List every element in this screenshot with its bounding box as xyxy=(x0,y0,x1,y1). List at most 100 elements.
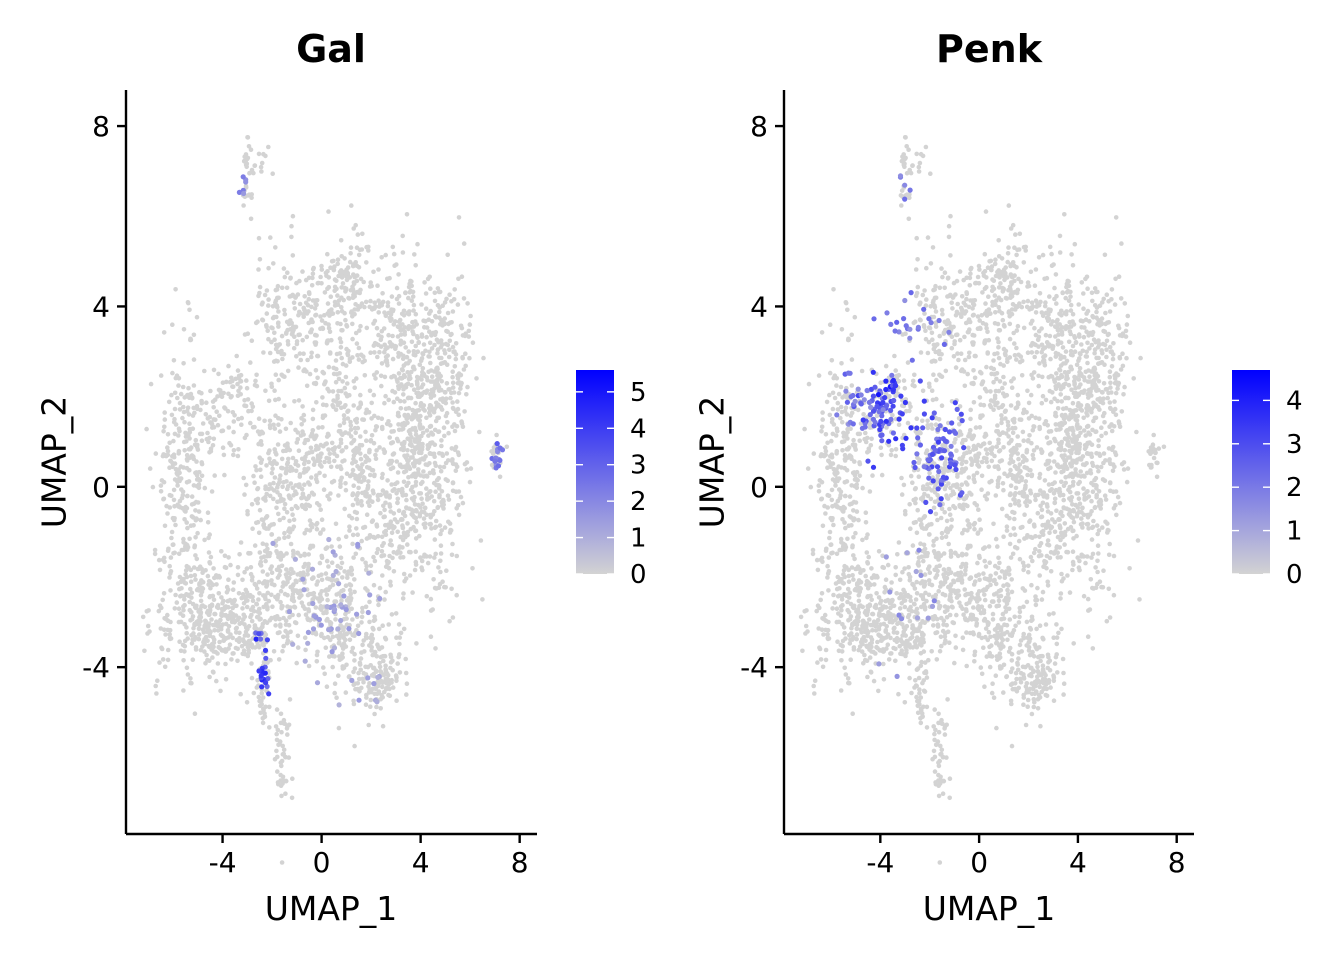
cell-point xyxy=(942,319,948,325)
cell-point xyxy=(832,600,837,605)
cell-point xyxy=(400,356,406,362)
cell-point xyxy=(267,493,273,499)
cell-point xyxy=(192,410,197,416)
cell-point xyxy=(865,594,871,599)
cell-point xyxy=(285,634,290,639)
cell-point xyxy=(406,295,411,301)
cell-point xyxy=(867,617,872,622)
cell-point xyxy=(411,308,416,313)
cell-point xyxy=(343,374,349,380)
cell-point xyxy=(288,541,294,547)
cell-point xyxy=(326,564,331,569)
cell-point xyxy=(177,574,183,580)
cell-point xyxy=(216,591,222,596)
cell-point xyxy=(244,700,250,705)
cell-point xyxy=(293,295,298,300)
cell-point xyxy=(962,334,967,340)
cell-point xyxy=(481,355,486,361)
cell-point xyxy=(443,585,449,590)
cell-point xyxy=(967,350,972,356)
cell-point xyxy=(237,552,242,557)
cell-point xyxy=(1009,294,1015,299)
cell-point xyxy=(268,657,273,663)
cell-point xyxy=(315,445,321,451)
cell-point xyxy=(332,264,337,269)
cell-point xyxy=(397,670,403,675)
cell-point xyxy=(275,485,280,490)
cell-point xyxy=(196,632,202,637)
cell-point xyxy=(348,591,354,597)
cell-point xyxy=(995,321,1001,327)
cell-point xyxy=(431,470,437,476)
cell-point xyxy=(463,351,468,357)
cell-point xyxy=(335,402,341,408)
cell-point xyxy=(350,467,356,473)
cell-point xyxy=(291,517,297,522)
cell-point xyxy=(294,440,300,445)
cell-point xyxy=(258,164,264,170)
cell-point xyxy=(953,292,958,297)
cell-point xyxy=(376,332,381,338)
cell-point xyxy=(394,459,400,464)
cell-point xyxy=(256,694,262,700)
cell-point xyxy=(296,448,302,454)
cell-point xyxy=(428,608,434,613)
cell-point xyxy=(193,622,198,627)
cell-point xyxy=(882,590,887,595)
cell-point xyxy=(913,486,918,491)
cell-point xyxy=(409,298,415,304)
cell-point xyxy=(453,356,459,362)
cell-point xyxy=(389,530,395,536)
cell-point xyxy=(832,395,838,401)
cell-point xyxy=(337,336,343,341)
cell-point xyxy=(402,384,407,390)
cell-point xyxy=(324,441,330,446)
cell-point xyxy=(391,569,397,574)
cell-point xyxy=(250,604,256,610)
cell-point xyxy=(345,416,351,421)
cell-point xyxy=(214,582,219,587)
cell-point xyxy=(185,672,191,677)
cell-point xyxy=(181,658,186,663)
cell-point xyxy=(186,385,191,391)
cell-point xyxy=(976,263,982,269)
cell-point xyxy=(861,412,866,417)
cell-point xyxy=(313,477,319,482)
colorbar xyxy=(576,370,614,574)
cell-point xyxy=(866,554,871,560)
cell-point xyxy=(441,425,447,431)
cell-point xyxy=(272,426,278,431)
cell-point xyxy=(427,274,433,280)
cell-point xyxy=(838,384,844,390)
cell-point xyxy=(326,209,331,214)
cell-point xyxy=(450,615,456,620)
cell-point xyxy=(326,364,332,370)
cell-point xyxy=(855,564,861,569)
cell-point xyxy=(170,454,175,459)
cell-point xyxy=(211,644,216,650)
cell-point xyxy=(345,381,350,386)
cell-point xyxy=(1018,279,1024,285)
cell-point xyxy=(207,674,212,680)
cell-point xyxy=(875,617,881,623)
cell-point xyxy=(347,528,352,533)
cell-point xyxy=(424,474,430,479)
cell-point xyxy=(455,399,460,404)
cell-point xyxy=(212,473,217,478)
cell-point xyxy=(399,441,405,447)
cell-point xyxy=(867,655,873,660)
cell-point xyxy=(248,565,254,570)
cell-point xyxy=(220,601,225,606)
cell-point xyxy=(355,681,361,686)
cell-point xyxy=(358,276,364,282)
cell-point xyxy=(848,657,853,662)
cell-point xyxy=(378,510,383,516)
cell-point xyxy=(371,440,377,446)
cell-point xyxy=(405,521,410,526)
cell-point xyxy=(851,508,856,513)
cell-point xyxy=(1014,265,1019,270)
cell-point xyxy=(912,601,917,607)
cell-point xyxy=(183,434,189,439)
cell-point xyxy=(839,658,844,663)
cell-point xyxy=(387,435,393,440)
